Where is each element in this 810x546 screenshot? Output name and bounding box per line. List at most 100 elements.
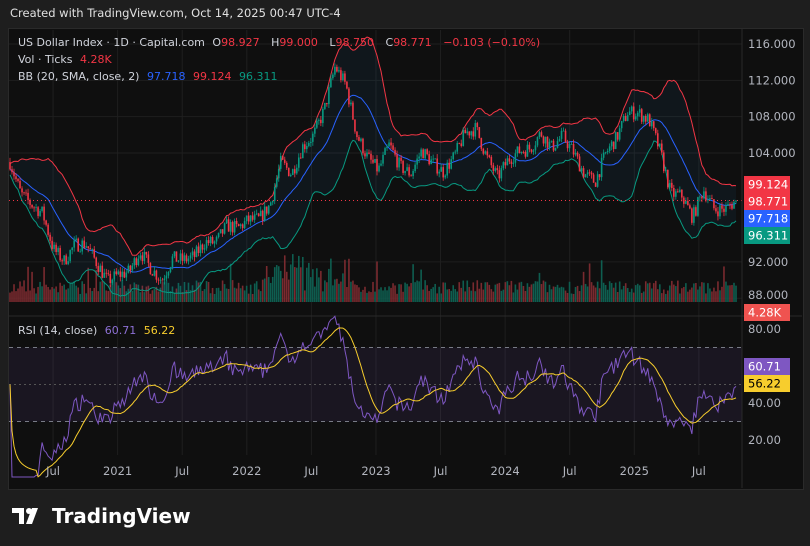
candle-body	[636, 112, 639, 117]
volume-bar	[31, 271, 33, 302]
candle-body	[231, 222, 234, 233]
candle-body	[466, 131, 469, 134]
candle-body	[75, 238, 77, 241]
candle-body	[362, 138, 364, 154]
candle-body	[496, 168, 499, 171]
volume-bar	[171, 286, 174, 302]
candle-body	[159, 279, 162, 281]
candle-body	[356, 131, 358, 138]
candle-body	[699, 196, 701, 198]
candle-body	[372, 159, 374, 163]
rsi-label[interactable]: RSI (14, close)	[18, 324, 98, 337]
volume-bar	[454, 289, 457, 302]
candle-body	[328, 87, 330, 105]
volume-bar	[699, 286, 701, 302]
candle-body	[518, 146, 521, 154]
volume-bar	[103, 281, 106, 302]
volume-bar	[456, 291, 459, 302]
volume-bar	[528, 286, 531, 302]
volume-bar	[608, 281, 611, 302]
volume-bar	[117, 285, 120, 302]
bb-basis-line	[9, 94, 737, 273]
candle-body	[554, 147, 557, 151]
candle-body	[63, 255, 65, 262]
volume-bar	[255, 281, 258, 302]
candle-body	[273, 186, 276, 201]
volume-bar	[125, 291, 128, 302]
candle-body	[658, 143, 661, 147]
candle-body	[600, 157, 603, 178]
rsi-ma-value: 56.22	[143, 324, 176, 337]
volume-bar	[424, 280, 426, 302]
volume-bar	[462, 280, 465, 302]
candle-body	[580, 168, 583, 172]
volume-bar	[155, 286, 158, 302]
volume-bar	[398, 284, 400, 302]
candle-body	[634, 116, 637, 120]
candle-body	[705, 191, 707, 201]
candle-body	[570, 144, 573, 145]
candle-body	[135, 258, 138, 266]
volume-bar	[85, 293, 88, 302]
candle-body	[370, 153, 372, 160]
volume-bar	[370, 292, 372, 302]
candle-body	[572, 144, 575, 155]
bb-fill	[10, 37, 736, 297]
candle-body	[53, 244, 55, 249]
candle-body	[275, 178, 278, 187]
volume-bar	[673, 284, 675, 302]
price-tick-label: 116.000	[748, 37, 796, 51]
volume-bar	[502, 289, 505, 302]
candle-body	[249, 215, 252, 222]
volume-bar	[478, 288, 481, 302]
volume-label[interactable]: Vol · Ticks	[18, 53, 73, 66]
time-tick-label: 2022	[232, 464, 261, 478]
volume-bar	[43, 267, 45, 302]
candle-body	[187, 258, 190, 262]
volume-bar	[410, 283, 412, 302]
candle-body	[185, 255, 188, 262]
volume-bar	[145, 286, 148, 302]
volume-bar	[444, 282, 446, 302]
candle-body	[602, 152, 605, 158]
candle-body	[697, 197, 699, 216]
tradingview-logo[interactable]: TradingView	[12, 504, 191, 528]
candle-body	[354, 119, 356, 132]
volume-bar	[147, 285, 150, 302]
candle-body	[394, 149, 396, 155]
volume-bar	[570, 293, 573, 302]
candle-body	[300, 157, 302, 159]
candle-body	[436, 158, 438, 174]
candle-body	[412, 170, 414, 177]
candle-body	[530, 149, 533, 152]
candle-body	[165, 275, 168, 279]
candle-body	[683, 197, 685, 204]
close-label: C	[385, 36, 394, 49]
symbol-title[interactable]: US Dollar Index · 1D · Capital.com	[18, 36, 205, 49]
candle-body	[606, 150, 609, 153]
candle-body	[61, 260, 63, 262]
candle-body	[420, 149, 422, 157]
candle-body	[65, 255, 67, 265]
candle-body	[414, 164, 416, 171]
volume-bar	[675, 286, 677, 302]
candle-body	[536, 137, 539, 146]
volume-bar	[263, 278, 266, 302]
volume-bar	[281, 278, 284, 302]
candle-body	[109, 273, 112, 284]
candle-body	[137, 258, 140, 266]
volume-bar	[546, 292, 549, 302]
volume-bar	[626, 287, 629, 302]
bb-label[interactable]: BB (20, SMA, close, 2)	[18, 70, 140, 83]
tradingview-logo-icon	[12, 508, 38, 524]
volume-bar	[532, 283, 535, 302]
volume-bar	[322, 291, 324, 302]
candle-body	[640, 109, 643, 122]
volume-bar	[723, 266, 725, 302]
volume-bar	[530, 284, 533, 302]
candle-body	[59, 248, 61, 261]
volume-bar	[640, 292, 643, 302]
candle-body	[386, 146, 388, 149]
candle-body	[201, 244, 204, 250]
